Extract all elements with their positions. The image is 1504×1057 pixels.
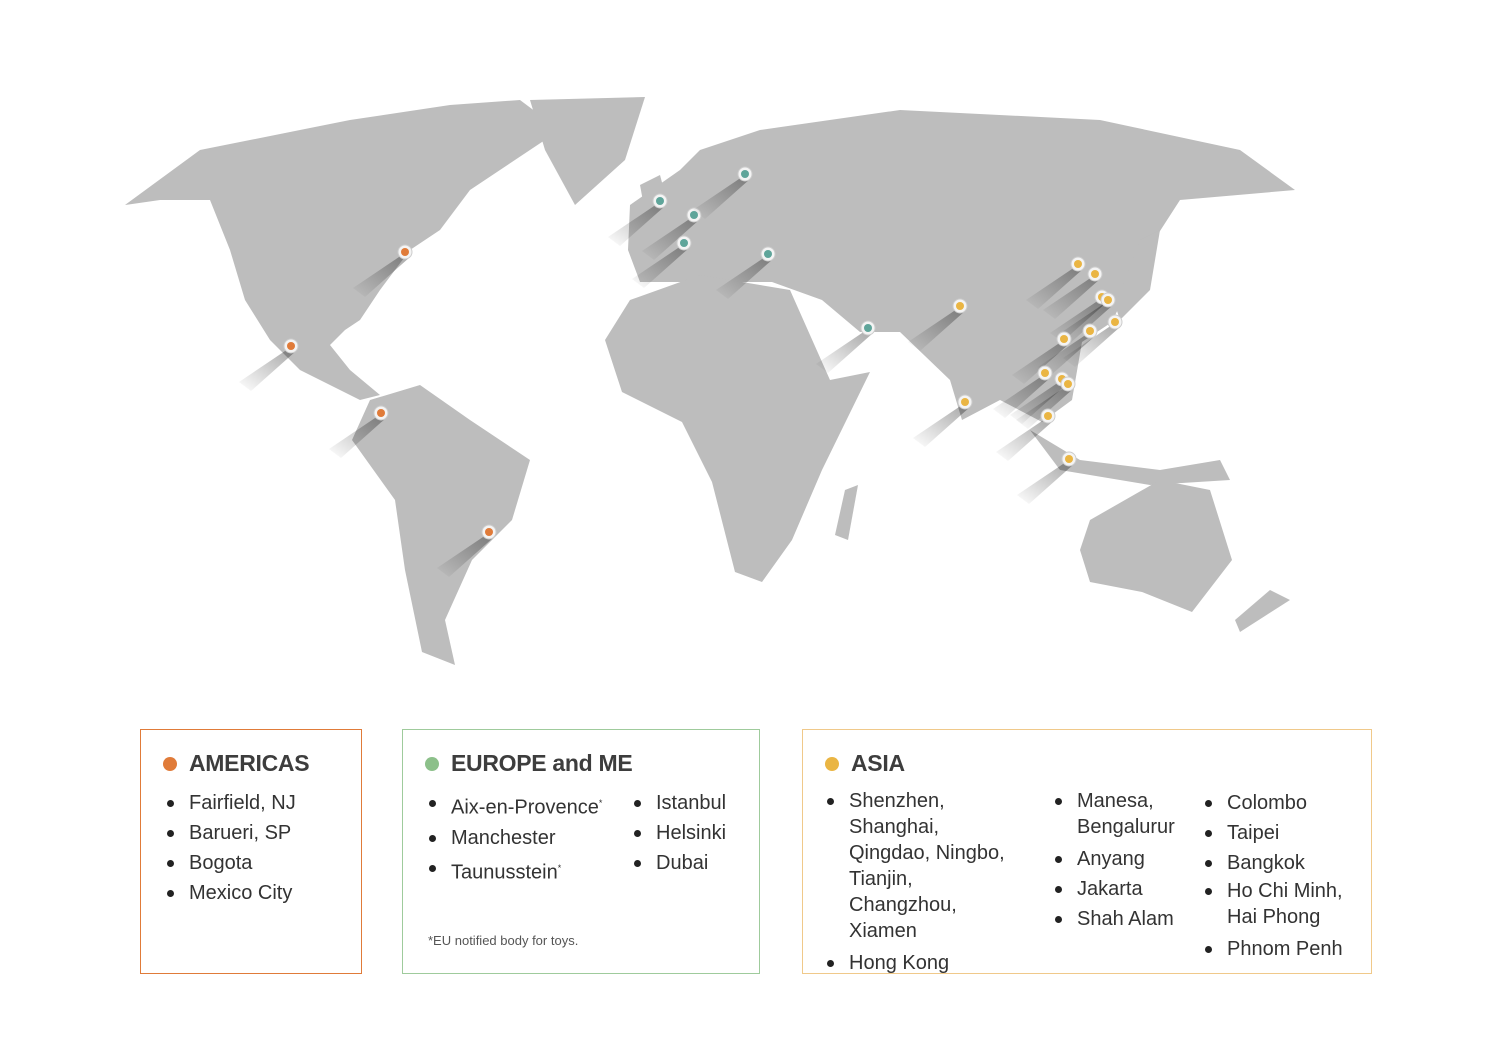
list-item: Hong Kong xyxy=(825,948,1025,978)
indonesia xyxy=(1030,430,1230,485)
location-pin-dot xyxy=(377,409,385,417)
asia-list-3: Colombo Taipei Bangkok Ho Chi Minh, Hai … xyxy=(1203,788,1363,964)
pin-shadow xyxy=(353,255,410,297)
pin-shadow xyxy=(816,331,873,373)
location-pin-dot xyxy=(864,324,872,332)
list-item: Shenzhen, Shanghai, Qingdao, Ningbo, Tia… xyxy=(825,788,1025,944)
location-pin-dot xyxy=(485,528,493,536)
location-pin-dot xyxy=(1065,455,1073,463)
pin-shadow xyxy=(716,257,773,299)
europe-box: EUROPE and ME Aix-en-Provence* Mancheste… xyxy=(402,729,760,974)
list-item: Helsinki xyxy=(632,818,726,848)
location-pin-dot xyxy=(656,197,664,205)
world-map xyxy=(125,97,1295,665)
landmasses xyxy=(125,97,1295,665)
location-pin-dot xyxy=(764,250,772,258)
list-item: Anyang xyxy=(1053,844,1183,874)
pin-shadow xyxy=(632,246,689,288)
list-item: Shah Alam xyxy=(1053,904,1183,934)
list-item: Bogota xyxy=(165,848,296,878)
pin-shadow xyxy=(1017,462,1074,504)
pin-shadow xyxy=(993,376,1050,418)
list-item: Taipei xyxy=(1203,818,1363,848)
list-item: Colombo xyxy=(1203,788,1363,818)
pin-shadow xyxy=(1038,334,1095,376)
footnote: *EU notified body for toys. xyxy=(428,933,579,948)
list-item: Fairfield, NJ xyxy=(165,788,296,818)
north-america xyxy=(125,100,560,400)
asia-list-2: Manesa, Bengalurur Anyang Jakarta Shah A… xyxy=(1053,788,1183,934)
list-item: Mexico City xyxy=(165,878,296,908)
list-item: Ho Chi Minh, Hai Phong xyxy=(1203,878,1363,930)
pin-shadow xyxy=(642,218,699,260)
pin-shadow xyxy=(1056,303,1113,345)
location-pin-dot xyxy=(1074,260,1082,268)
location-pin-dot xyxy=(690,211,698,219)
asia-list-1: Shenzhen, Shanghai, Qingdao, Ningbo, Tia… xyxy=(825,788,1025,978)
location-pin-dot xyxy=(1060,335,1068,343)
americas-list: Fairfield, NJ Barueri, SP Bogota Mexico … xyxy=(165,788,296,908)
pin-shadow xyxy=(913,405,970,447)
pin-shadow xyxy=(1016,387,1073,429)
pin-shadow xyxy=(1063,325,1120,367)
americas-dot-icon xyxy=(163,756,177,771)
europe-list-2: Istanbul Helsinki Dubai xyxy=(632,788,726,878)
list-item: Manchester xyxy=(427,823,602,853)
pin-shadow xyxy=(1026,267,1083,309)
americas-title: AMERICAS xyxy=(189,750,310,776)
greenland xyxy=(530,97,645,205)
pin-shadow xyxy=(1012,342,1069,384)
pin-shadow xyxy=(908,309,965,351)
pin-shadow xyxy=(1010,382,1067,424)
location-pin-dot xyxy=(1086,327,1094,335)
list-item: Barueri, SP xyxy=(165,818,296,848)
location-pin-dot xyxy=(961,398,969,406)
eurasia xyxy=(628,110,1295,422)
europe-list-1: Aix-en-Provence* Manchester Taunusstein* xyxy=(427,788,602,887)
location-pin-dot xyxy=(1104,296,1112,304)
madagascar xyxy=(835,485,858,540)
europe-title: EUROPE and ME xyxy=(451,750,633,776)
asia-box: ASIA Shenzhen, Shanghai, Qingdao, Ningbo… xyxy=(802,729,1372,974)
list-item: Jakarta xyxy=(1053,874,1183,904)
location-pin-dot xyxy=(680,239,688,247)
europe-dot-icon xyxy=(425,756,439,771)
location-pin-dot xyxy=(401,248,409,256)
list-item: Aix-en-Provence* xyxy=(427,788,602,823)
australia xyxy=(1080,480,1232,612)
pin-shadow xyxy=(1043,277,1100,319)
list-item: Dubai xyxy=(632,848,726,878)
location-pin-dot xyxy=(1091,270,1099,278)
pin-shadow xyxy=(996,419,1053,461)
list-item: Phnom Penh xyxy=(1203,934,1363,964)
list-item: Bangkok xyxy=(1203,848,1363,878)
location-pin-dot xyxy=(741,170,749,178)
pin-shadow xyxy=(329,416,386,458)
location-pin-dot xyxy=(1044,412,1052,420)
location-pin-dot xyxy=(287,342,295,350)
list-item: Manesa, Bengalurur xyxy=(1053,788,1183,840)
pin-shadow xyxy=(437,535,494,577)
africa xyxy=(605,275,870,582)
location-pin-dot xyxy=(956,302,964,310)
japan xyxy=(1115,230,1160,320)
pin-shadow xyxy=(608,204,665,246)
pin-shadow xyxy=(693,177,750,219)
location-pin-dot xyxy=(1041,369,1049,377)
americas-box: AMERICAS Fairfield, NJ Barueri, SP Bogot… xyxy=(140,729,362,974)
new-zealand xyxy=(1235,590,1290,632)
asia-title: ASIA xyxy=(851,750,905,776)
asia-dot-icon xyxy=(825,756,839,771)
location-pin-dot xyxy=(1064,380,1072,388)
south-america xyxy=(352,385,530,665)
list-item: Taunusstein* xyxy=(427,853,602,888)
list-item: Istanbul xyxy=(632,788,726,818)
pin-shadow xyxy=(239,349,296,391)
location-pin-dot xyxy=(1111,318,1119,326)
